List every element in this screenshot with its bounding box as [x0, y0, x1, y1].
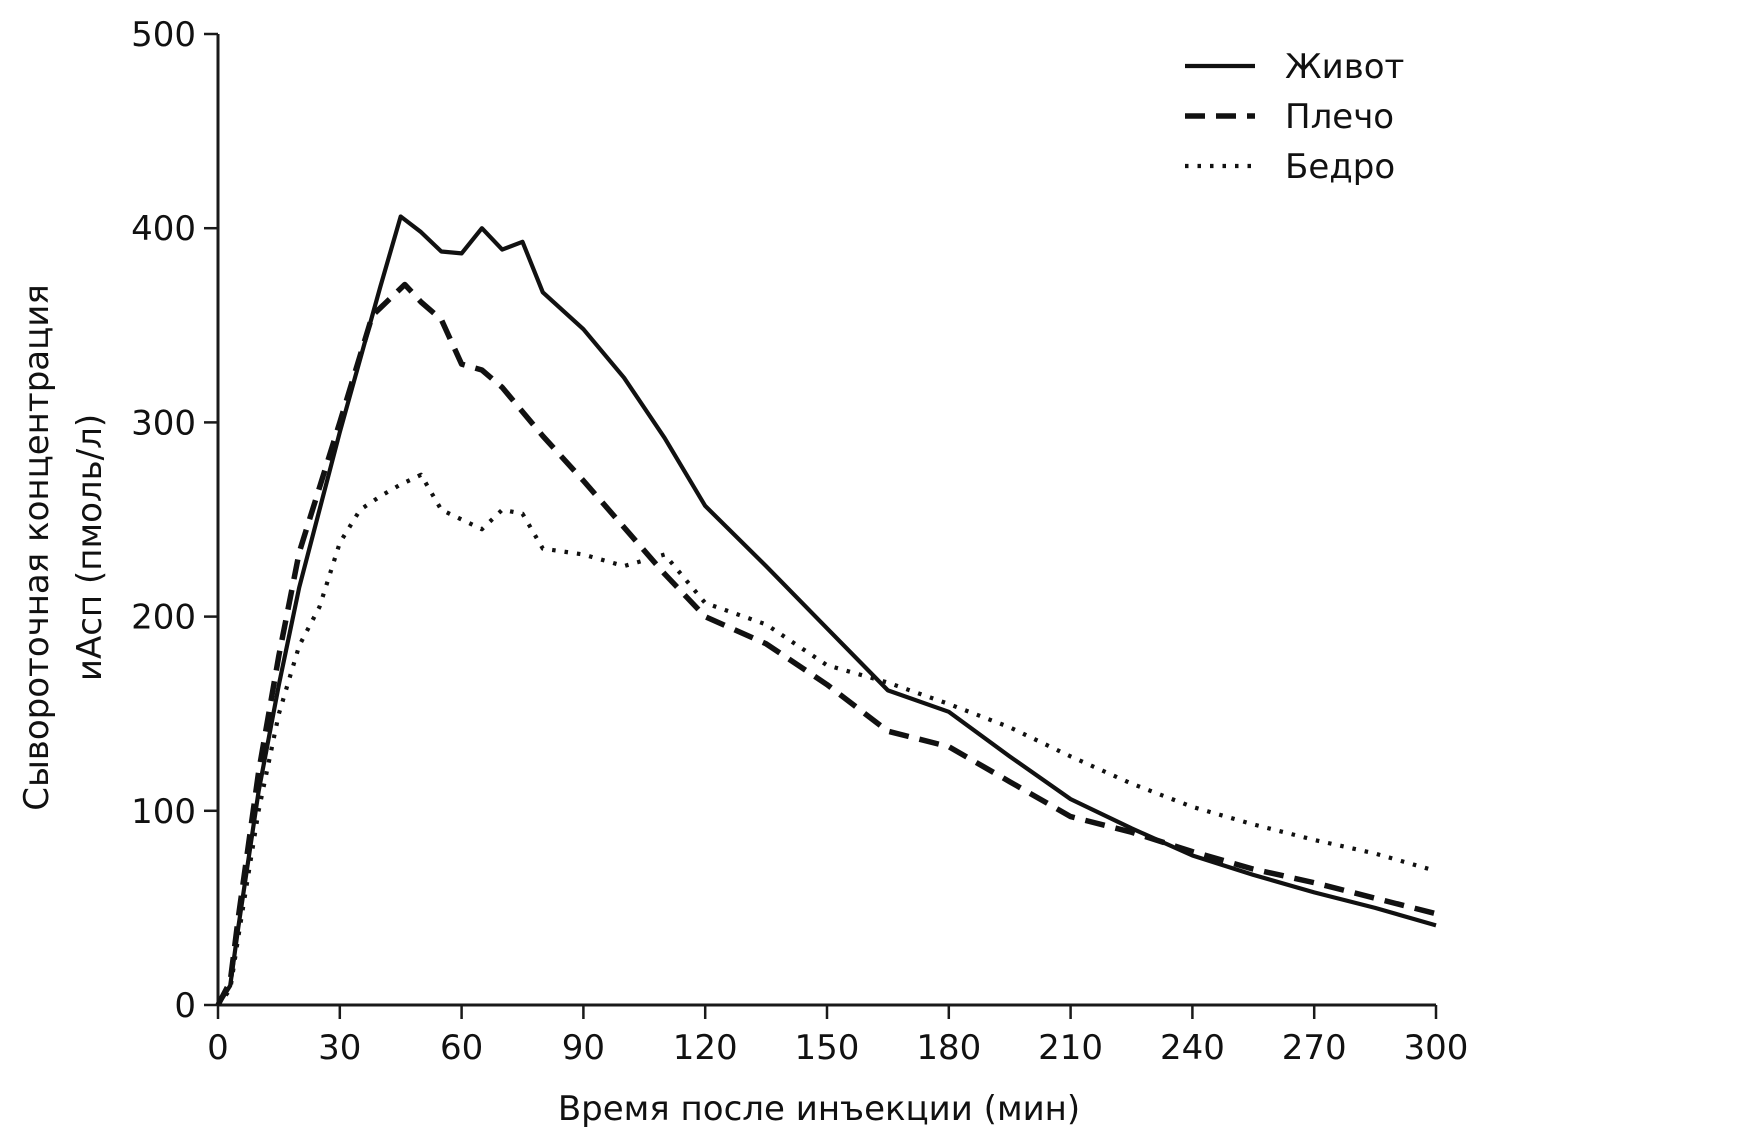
- legend-label: Живот: [1285, 47, 1404, 87]
- x-axis-title: Время после инъекции (мин): [558, 1089, 1080, 1129]
- x-tick-label: 120: [673, 1028, 738, 1068]
- y-tick-label: 200: [131, 598, 196, 638]
- legend-label: Плечо: [1285, 97, 1394, 137]
- y-tick-label: 500: [131, 15, 196, 55]
- axes: [216, 34, 1436, 1007]
- x-tick-label: 30: [318, 1028, 361, 1068]
- x-tick-label: 180: [916, 1028, 981, 1068]
- x-tick-label: 150: [795, 1028, 860, 1068]
- x-tick-label: 60: [440, 1028, 483, 1068]
- series-line-dashed: [215, 281, 1437, 1007]
- x-ticks: 0 30 60 90 120 150 180 210 240 270 300: [207, 1005, 1468, 1068]
- x-tick-label: 240: [1160, 1028, 1225, 1068]
- legend-label: Бедро: [1285, 147, 1395, 187]
- x-tick-label: 210: [1038, 1028, 1103, 1068]
- x-tick-label: 270: [1282, 1028, 1347, 1068]
- series-line-solid: [216, 214, 1437, 1007]
- y-ticks: 0 100 200 300 400 500: [131, 15, 218, 1026]
- x-tick-label: 300: [1404, 1028, 1469, 1068]
- y-tick-label: 0: [174, 986, 196, 1026]
- y-axis-title: Сывороточная концентрация иАсп (пмоль/л): [17, 284, 110, 811]
- series-layer: [215, 214, 1437, 1007]
- y-tick-label: 400: [131, 209, 196, 249]
- y-axis-title-line-1: Сывороточная концентрация: [17, 284, 57, 811]
- series-line-dotted: [216, 472, 1437, 1007]
- y-tick-label: 100: [131, 792, 196, 832]
- x-tick-label: 90: [562, 1028, 605, 1068]
- legend: Живот Плечо Бедро: [1185, 47, 1404, 187]
- y-tick-label: 300: [131, 403, 196, 443]
- y-axis-title-line-2: иАсп (пмоль/л): [70, 414, 110, 681]
- x-tick-label: 0: [207, 1028, 229, 1068]
